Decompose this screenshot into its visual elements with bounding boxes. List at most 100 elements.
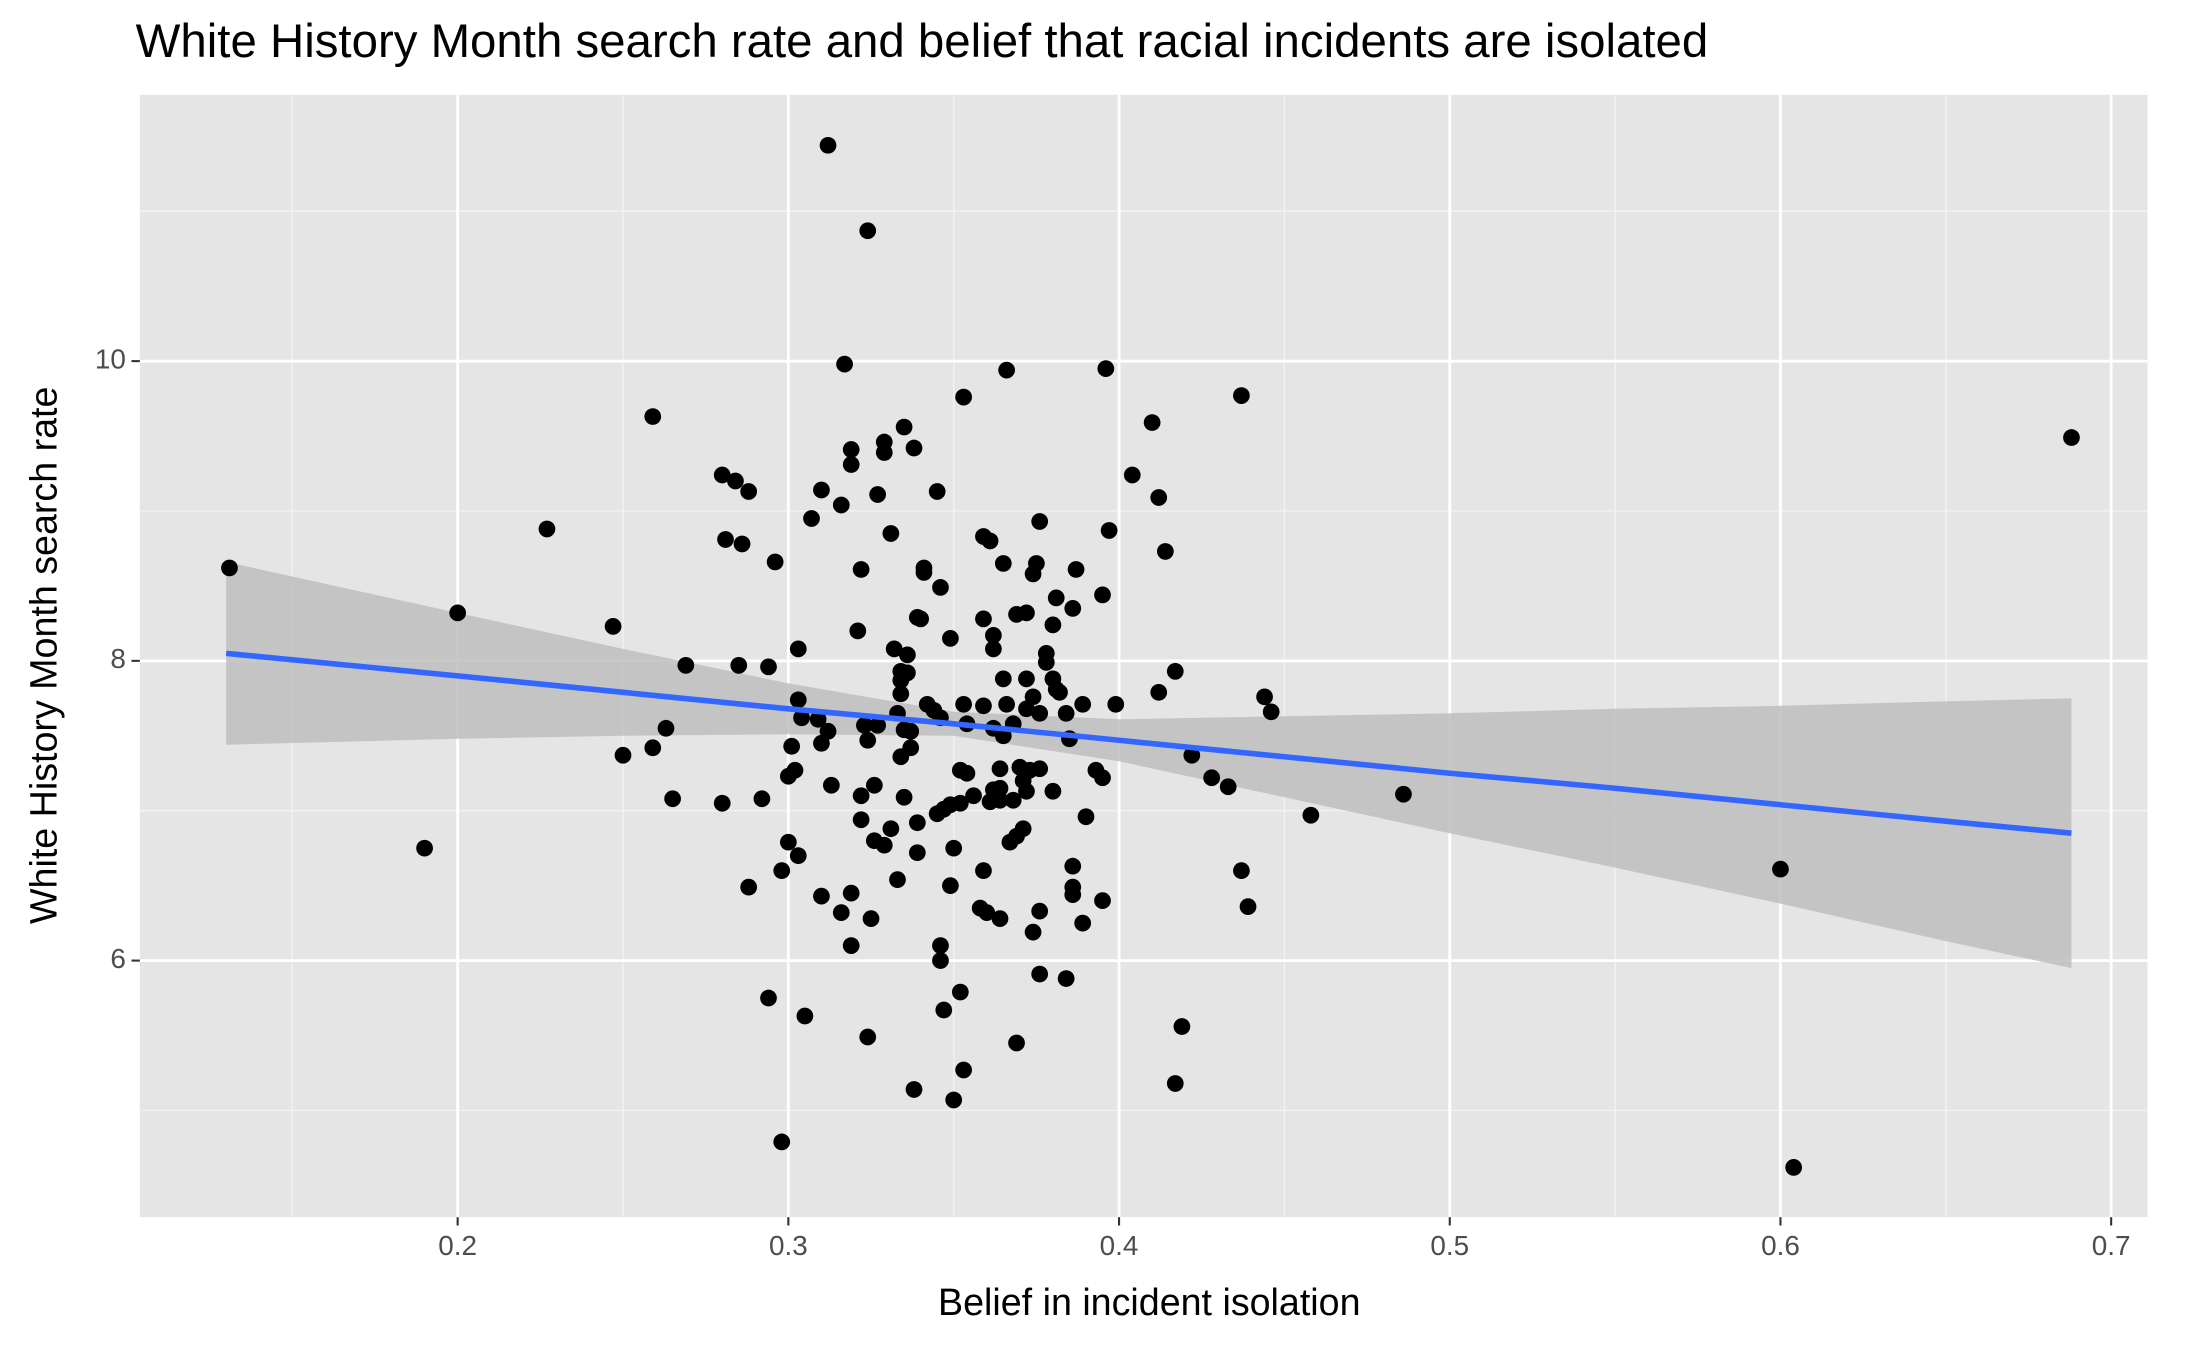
point [935, 1001, 953, 1019]
point [1395, 785, 1412, 803]
point [1123, 466, 1141, 484]
point [1772, 860, 1789, 878]
point [793, 709, 810, 727]
point [842, 441, 860, 458]
point [1001, 833, 1019, 851]
point [1047, 589, 1065, 607]
y-tick-label: 10 [95, 343, 126, 374]
y-tick-label: 6 [110, 943, 126, 974]
point [1785, 1159, 1803, 1176]
point [1004, 791, 1022, 809]
point [942, 877, 959, 895]
point [928, 483, 946, 500]
point [1008, 606, 1025, 623]
point [908, 844, 926, 862]
point [1064, 886, 1082, 904]
point [902, 722, 920, 740]
point [1100, 522, 1118, 539]
point [789, 691, 807, 709]
point [1097, 360, 1115, 377]
chart-title: White History Month search rate and beli… [136, 15, 1709, 68]
point [958, 764, 976, 782]
point [822, 776, 840, 794]
point [760, 989, 777, 1007]
point [1051, 683, 1068, 701]
point [779, 767, 797, 785]
point [875, 444, 893, 461]
point [842, 456, 860, 473]
point [1219, 778, 1237, 796]
point [932, 937, 949, 954]
point [1031, 902, 1049, 920]
x-tick-label: 0.7 [2092, 1230, 2131, 1261]
point [1203, 769, 1221, 787]
point [945, 1091, 963, 1109]
point [842, 884, 860, 902]
point [664, 790, 681, 808]
point [1173, 1018, 1191, 1035]
point [449, 604, 467, 622]
point [1239, 898, 1257, 915]
point [1037, 653, 1055, 671]
point [899, 646, 916, 664]
point [538, 520, 556, 538]
point [892, 671, 910, 689]
point [985, 627, 1002, 644]
point [1107, 695, 1125, 713]
point [1150, 683, 1168, 701]
point [1074, 695, 1092, 713]
point [1077, 808, 1095, 826]
point [859, 731, 877, 749]
point [859, 1028, 877, 1046]
point [869, 716, 887, 734]
point [717, 531, 734, 548]
point [1057, 704, 1075, 722]
point [942, 630, 959, 647]
point [1018, 782, 1035, 800]
x-tick-label: 0.2 [438, 1230, 477, 1261]
point [869, 486, 887, 503]
point [740, 878, 758, 896]
point [1008, 1034, 1025, 1052]
point [905, 1081, 923, 1098]
point [965, 787, 982, 805]
point [1166, 1075, 1184, 1092]
point [2063, 429, 2080, 446]
point [945, 839, 963, 857]
point [889, 871, 906, 889]
y-tick-label: 8 [110, 643, 126, 674]
point [221, 559, 238, 577]
point [783, 737, 801, 755]
point [779, 833, 797, 851]
point [991, 779, 1009, 797]
point [1024, 923, 1042, 941]
point [1064, 857, 1082, 875]
point [727, 472, 744, 490]
point [932, 579, 949, 596]
point [1183, 746, 1201, 764]
point [912, 610, 930, 628]
point [859, 222, 877, 240]
point [1067, 561, 1085, 578]
point [1256, 688, 1273, 706]
point [796, 1007, 814, 1025]
point [932, 952, 949, 969]
point [975, 697, 992, 715]
point [978, 904, 996, 921]
point [998, 361, 1015, 379]
point [644, 739, 662, 757]
point [766, 553, 784, 571]
point [773, 1133, 791, 1151]
x-tick-label: 0.3 [769, 1230, 808, 1261]
point [773, 862, 791, 880]
point [852, 787, 870, 805]
point [416, 839, 433, 857]
point [905, 439, 923, 457]
point [1233, 862, 1250, 880]
point [1156, 543, 1174, 560]
point [892, 685, 910, 703]
point [1024, 565, 1042, 583]
point [1044, 782, 1062, 800]
point [885, 640, 903, 658]
